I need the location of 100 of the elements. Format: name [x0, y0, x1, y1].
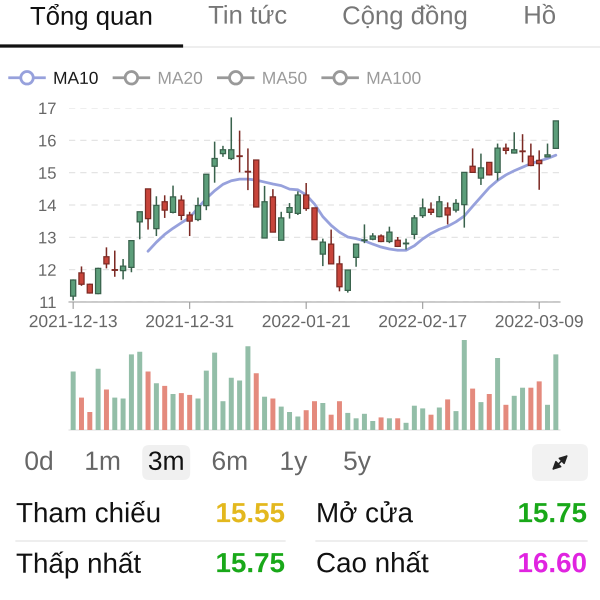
- text: 3m: [148, 451, 183, 470]
- text: 15.55: [217, 503, 284, 522]
- bar: [478, 402, 484, 430]
- bar: [120, 398, 126, 430]
- bar: [170, 394, 176, 430]
- candlestick: [486, 162, 492, 176]
- x-tick-label: 2022-01-21: [262, 314, 350, 328]
- bar: [420, 408, 426, 430]
- bar: [262, 396, 268, 430]
- bar: [545, 404, 550, 430]
- candlestick: [502, 142, 510, 155]
- text: Tham chiếu: [16, 500, 160, 522]
- bar: [178, 393, 184, 430]
- bar: [104, 390, 109, 430]
- bar: [412, 406, 417, 430]
- text: Mở cửa: [318, 501, 414, 522]
- candlestick: [294, 190, 302, 216]
- bar: [228, 378, 234, 430]
- bar: [146, 372, 151, 430]
- candlestick: [536, 150, 542, 191]
- text: 0d: [25, 450, 52, 470]
- line-series: [146, 154, 558, 253]
- y-tick-label: 11: [40, 296, 56, 308]
- bar: [312, 401, 317, 430]
- bar: [96, 368, 101, 430]
- y-tick-label: 13: [39, 232, 56, 244]
- bar: [162, 386, 168, 430]
- text: Tổng quan: [30, 4, 152, 30]
- candlestick: [452, 198, 460, 214]
- candlestick: [328, 228, 334, 265]
- bar: [220, 401, 226, 430]
- bar: [154, 383, 159, 430]
- bar: [486, 394, 492, 430]
- candlestick: [386, 226, 393, 244]
- candlestick: [411, 214, 418, 240]
- candlestick: [402, 238, 410, 250]
- bar: [70, 372, 76, 430]
- bar: [78, 398, 84, 430]
- y-tick-label: 16: [39, 134, 56, 147]
- y-tick-label: 15: [39, 167, 56, 179]
- candlestick: [544, 142, 551, 158]
- bar: [345, 412, 350, 430]
- bar: [470, 388, 476, 430]
- bar: [528, 388, 534, 430]
- bar: [254, 373, 259, 430]
- text: Tin tức: [208, 4, 286, 24]
- text: Thấp nhất: [16, 551, 141, 579]
- bar: [195, 398, 200, 430]
- legend-label: MA50: [263, 72, 306, 84]
- text: Cộng đồng: [343, 4, 466, 30]
- y-tick-label: 12: [39, 264, 56, 276]
- candlestick: [70, 278, 76, 302]
- text: 1y: [281, 452, 308, 476]
- text: 1m: [86, 452, 120, 470]
- candlestick: [244, 148, 252, 191]
- bar: [187, 394, 192, 430]
- candlestick: [361, 224, 368, 244]
- candlestick: [228, 116, 234, 161]
- candlestick: [302, 182, 310, 212]
- candlestick: [519, 133, 526, 164]
- candlestick: [136, 210, 143, 240]
- bar: [395, 418, 400, 430]
- bar: [503, 404, 508, 430]
- legend-label: MA100: [368, 72, 421, 84]
- candlestick: [220, 145, 226, 158]
- candlestick: [320, 238, 326, 267]
- candlestick: [278, 211, 284, 242]
- bar: [278, 406, 284, 430]
- candlestick: [186, 211, 193, 237]
- bar: [270, 398, 276, 430]
- bar: [295, 416, 300, 430]
- candlestick: [478, 152, 484, 186]
- bar: [328, 414, 334, 430]
- bar: [112, 398, 118, 430]
- text: 6m: [212, 451, 246, 470]
- bar: [362, 414, 367, 430]
- candlestick: [511, 131, 518, 154]
- candlestick: [419, 198, 426, 219]
- legend-label: MA10: [54, 72, 98, 84]
- bar: [304, 410, 309, 430]
- legend-label: MA20: [158, 72, 202, 84]
- bar: [462, 340, 467, 430]
- candlestick: [211, 140, 218, 184]
- candlestick: [236, 130, 243, 174]
- bar: [520, 388, 526, 430]
- text: Hồ: [525, 4, 556, 24]
- text: Cao nhất: [317, 550, 429, 572]
- candlestick: [194, 196, 202, 222]
- bar: [436, 408, 442, 430]
- bar: [428, 414, 434, 430]
- candlestick: [428, 202, 434, 216]
- candlestick: [352, 243, 360, 268]
- candlestick: [436, 195, 443, 218]
- x-tick-label: 2021-12-13: [30, 314, 117, 328]
- bar: [336, 401, 342, 430]
- x-tick-label: 2022-02-17: [379, 314, 466, 328]
- candlestick: [103, 246, 110, 270]
- bar: [553, 354, 558, 430]
- candlestick: [528, 142, 534, 167]
- bar: [512, 396, 517, 430]
